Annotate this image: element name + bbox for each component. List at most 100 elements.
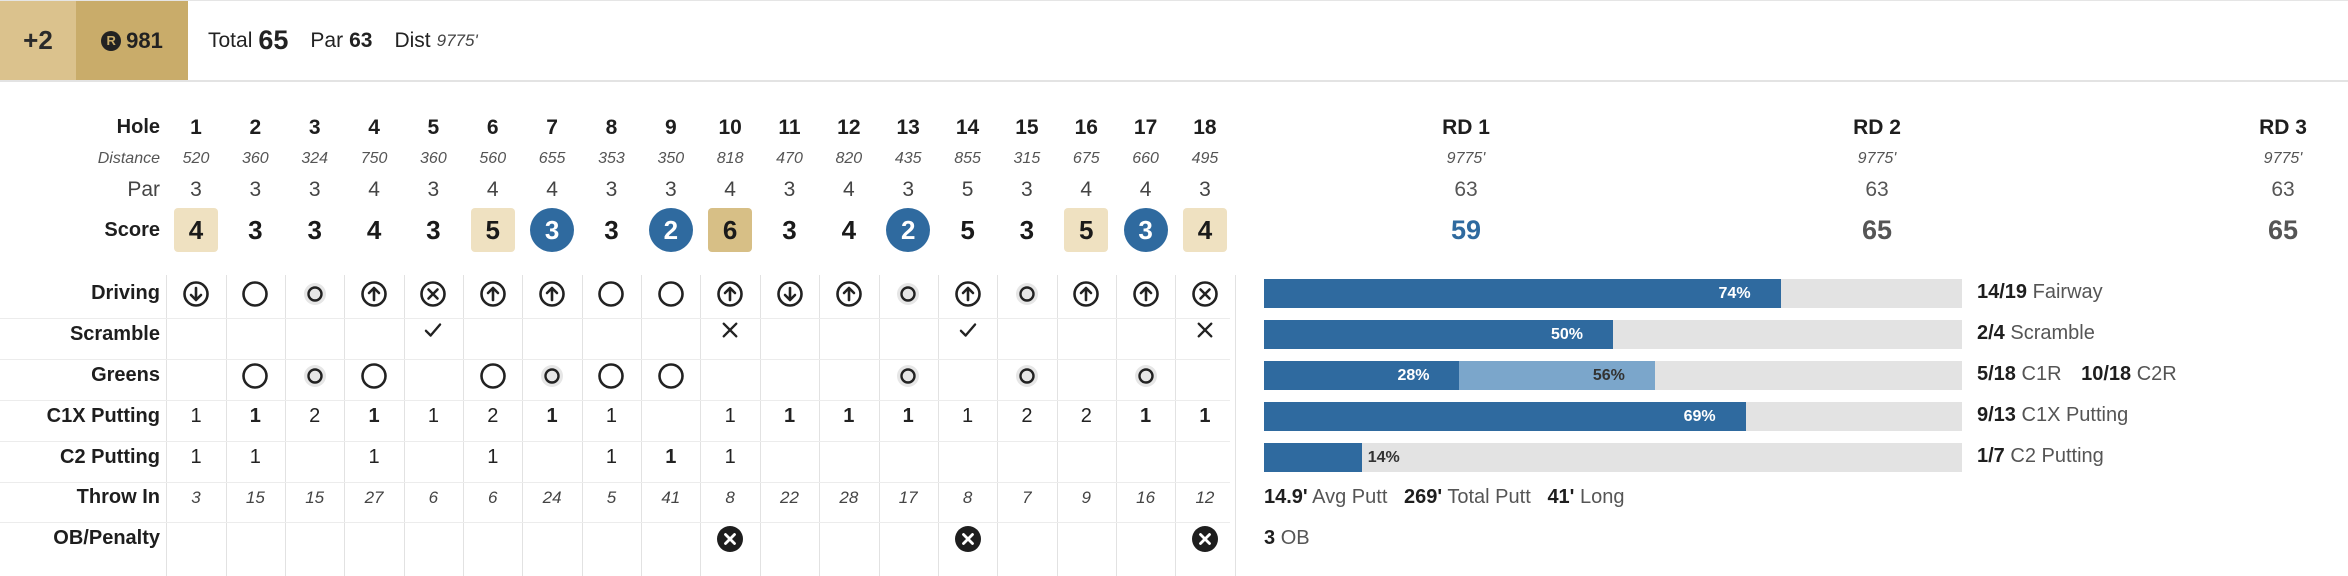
round-par: 63 — [1454, 178, 1478, 201]
c1x-putting-count: 1 — [249, 405, 261, 427]
hole-number: 3 — [308, 116, 321, 139]
grid-column-divider — [1234, 275, 1236, 576]
c1x-putting-count: 2 — [309, 405, 321, 427]
hole-par: 4 — [368, 178, 380, 201]
driving-arrow-up-circle-icon — [716, 280, 744, 308]
scramble-x-icon — [719, 319, 741, 341]
hole-distance: 324 — [301, 150, 329, 167]
hole-distance: 660 — [1132, 150, 1159, 167]
hole-score: 4 — [841, 214, 857, 245]
stat-bar-track: 69% — [1264, 402, 1962, 431]
hole-distance: 360 — [420, 150, 447, 167]
driving-target-dot-icon — [1013, 280, 1041, 308]
long-putt-value: 41' — [1547, 486, 1575, 508]
stat-fraction: 14/19 — [1977, 281, 2028, 303]
c1x-putting-count: 1 — [546, 405, 558, 427]
stat-bar-summary: 14/19 Fairway — [1977, 281, 2103, 304]
hole-par: 4 — [1139, 178, 1152, 201]
throw-in-distance: 22 — [780, 488, 799, 507]
ob-penalty-icon — [716, 525, 744, 553]
stat-bar-secondary-percent: 56% — [1592, 367, 1625, 384]
hole-number: 4 — [368, 116, 380, 139]
hole-distance: 315 — [1013, 150, 1041, 167]
distance-row-label: Distance — [97, 150, 160, 167]
relative-score-badge: +2 — [0, 1, 76, 80]
hole-number: 12 — [837, 116, 861, 139]
stat-bar-percent: 28% — [1397, 367, 1430, 384]
stat-bar-percent: 50% — [1551, 326, 1584, 343]
round-distance: 9775' — [1857, 150, 1897, 167]
hole-distance: 470 — [776, 150, 803, 167]
driving-arrow-up-circle-icon — [835, 280, 863, 308]
stat-label: C2 Putting — [2010, 445, 2104, 467]
stat-fraction: 2/4 — [1977, 322, 2005, 344]
hole-distance: 818 — [716, 150, 744, 167]
throw-in-distance: 41 — [661, 488, 681, 507]
driving-target-dot-icon — [894, 280, 922, 308]
hole-distance: 520 — [182, 150, 210, 167]
hole-score: 4 — [366, 214, 382, 245]
c1x-putting-count: 2 — [487, 405, 499, 427]
stat-label: Fairway — [2032, 281, 2103, 303]
driving-x-circle-icon — [1191, 280, 1219, 308]
grid-row-divider — [0, 482, 1230, 483]
grid-column-divider — [759, 275, 761, 576]
total-putt-value: 269' — [1404, 486, 1443, 508]
grid-column-divider — [403, 275, 405, 576]
stat-bar-fill — [1264, 320, 1613, 349]
throw-in-distance: 8 — [962, 488, 973, 507]
ob-count: 3 — [1264, 527, 1276, 549]
stat-bar-percent: 69% — [1683, 408, 1716, 425]
driving-arrow-up-circle-icon — [1072, 280, 1100, 308]
par-value: 63 — [349, 28, 373, 52]
throw-in-distance: 8 — [725, 488, 735, 507]
hole-row-label: Hole — [116, 116, 160, 138]
throw-in-distance: 5 — [606, 488, 617, 507]
stat-bar-fill — [1264, 279, 1781, 308]
top-divider — [0, 0, 2348, 1]
hole-score: 5 — [470, 208, 515, 252]
driving-arrow-down-circle-icon — [182, 280, 210, 308]
grid-column-divider — [581, 275, 583, 576]
c2-putting-count: 1 — [724, 446, 736, 468]
hole-score: 2 — [886, 208, 931, 252]
round-distance: 9775' — [1446, 150, 1486, 167]
greens-circle-icon — [597, 362, 625, 390]
grid-column-divider — [1175, 275, 1177, 576]
hole-score: 5 — [960, 214, 975, 245]
driving-circle-icon — [597, 280, 625, 308]
stat-bar-track: 28% 56% — [1264, 361, 1962, 390]
greens-target-dot-icon — [301, 362, 329, 390]
hole-number: 18 — [1193, 116, 1217, 139]
c1x-putting-count: 1 — [1140, 405, 1152, 427]
stat-fraction: 1/7 — [1977, 445, 2005, 467]
grid-column-divider — [522, 275, 524, 576]
throw-in-distance: 6 — [428, 488, 439, 507]
grid-row-divider — [0, 441, 1230, 442]
stat-bar-track: 50% — [1264, 320, 1962, 349]
hole-score: 3 — [248, 214, 263, 245]
grid-column-divider — [225, 275, 227, 576]
scorecard-header: +2 R 981 Total 65 Par 63 Dist 9775' — [0, 1, 2348, 82]
hole-distance: 750 — [360, 150, 388, 167]
hole-par: 3 — [190, 178, 202, 201]
grid-row-divider — [0, 359, 1230, 360]
hole-distance: 353 — [598, 150, 625, 167]
hole-score: 6 — [708, 208, 753, 252]
hole-score: 5 — [1064, 208, 1109, 252]
hole-number: 16 — [1074, 116, 1098, 139]
hole-par: 3 — [427, 178, 440, 201]
stat-bar-percent: 74% — [1718, 285, 1751, 302]
round-score: 59 — [1450, 215, 1482, 245]
hole-number: 2 — [249, 116, 262, 139]
stat-bar-fill — [1264, 402, 1746, 431]
ob-penalty-icon — [1191, 525, 1219, 553]
c2-putting-count: 1 — [190, 446, 202, 468]
c1x-putting-count: 1 — [190, 405, 202, 427]
dist-value: 9775' — [436, 30, 478, 50]
ob-summary: 3 OB — [1264, 527, 1310, 550]
hole-par: 4 — [486, 178, 499, 201]
hole-number: 7 — [546, 116, 558, 139]
throw-in-distance: 3 — [191, 488, 201, 507]
throw-in-distance: 15 — [245, 488, 265, 507]
